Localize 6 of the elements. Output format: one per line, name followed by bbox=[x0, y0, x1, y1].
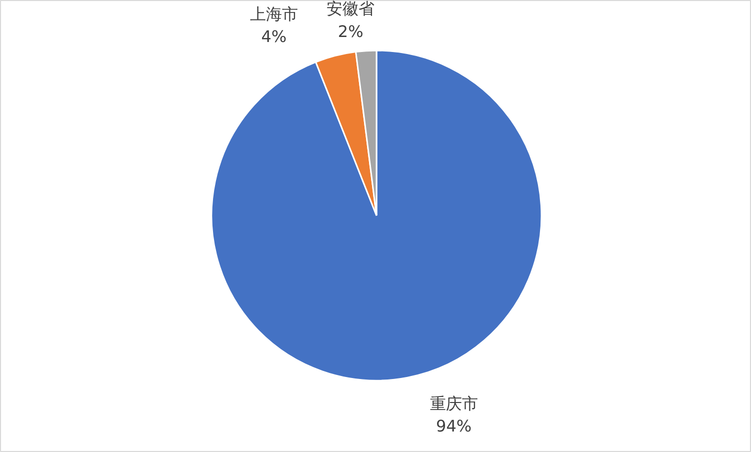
slice-label: 安徽省 bbox=[326, 0, 375, 18]
data-label: 2% bbox=[338, 22, 364, 41]
slice-label: 重庆市 bbox=[430, 394, 478, 413]
data-label: 94% bbox=[436, 416, 472, 436]
data-label: 4% bbox=[261, 27, 287, 46]
slice-label: 上海市 bbox=[250, 4, 298, 24]
